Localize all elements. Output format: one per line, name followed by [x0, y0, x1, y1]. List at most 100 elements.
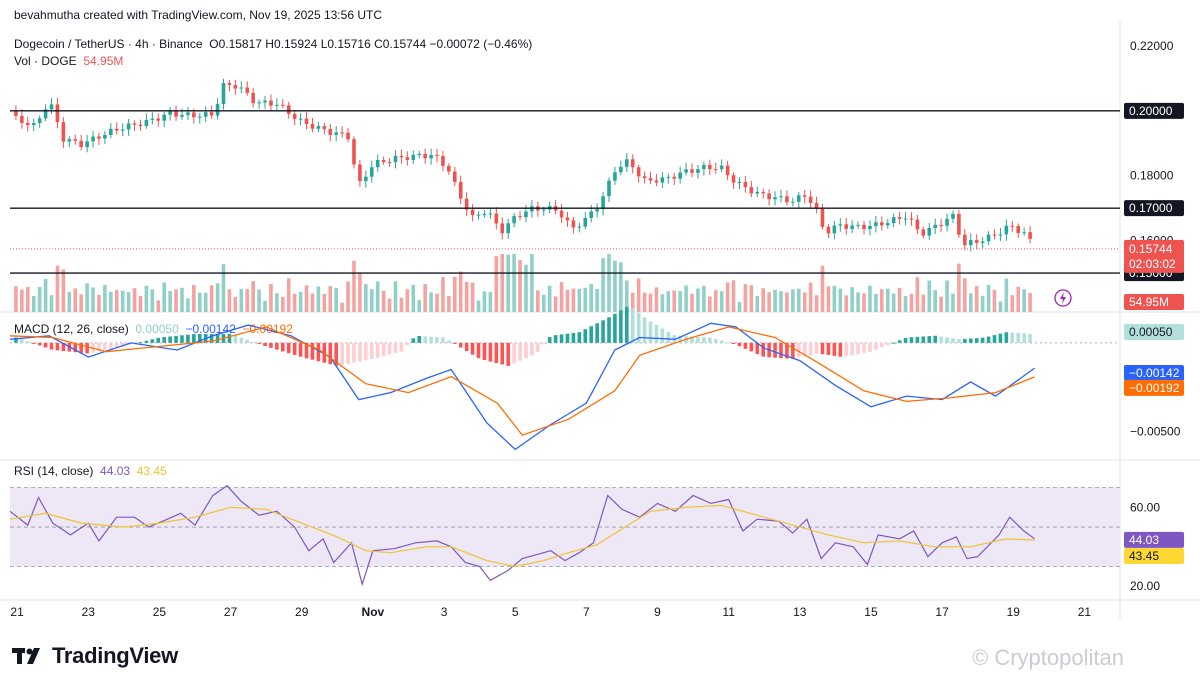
volume-bar	[880, 289, 884, 312]
macd-histogram-bar	[512, 342, 516, 364]
volume-bar	[423, 284, 427, 312]
macd-histogram-bar	[369, 342, 374, 360]
candle	[992, 234, 997, 236]
candle	[369, 167, 374, 177]
macd-histogram-bar	[980, 337, 985, 343]
macd-histogram-bar	[577, 332, 582, 343]
volume-bar	[1016, 286, 1021, 312]
ohlc-low: L0.15716	[320, 37, 371, 51]
macd-histogram-bar	[411, 338, 416, 343]
time-tick-label: 29	[295, 605, 309, 619]
volume-bar	[933, 290, 937, 312]
macd-histogram-bar	[850, 342, 854, 356]
volume-bar	[310, 293, 315, 312]
volume-bar	[405, 289, 410, 312]
macd-histogram-bar	[731, 342, 736, 344]
volume-bar	[885, 288, 890, 312]
candle	[939, 224, 943, 226]
tradingview-logo-icon	[12, 648, 40, 664]
candle	[684, 169, 688, 173]
candle	[844, 224, 849, 229]
candle	[43, 109, 48, 119]
rsi-ma-value: 43.45	[136, 464, 167, 478]
macd-histogram-bar	[464, 342, 469, 352]
volume-bar	[458, 271, 463, 312]
macd-histogram-bar	[482, 342, 487, 361]
tradingview-logo[interactable]: TradingView	[12, 643, 178, 669]
candle	[755, 192, 760, 194]
time-tick-label: 27	[224, 605, 238, 619]
macd-histogram-bar	[791, 342, 795, 359]
macd-histogram-bar	[939, 336, 943, 343]
candle	[713, 169, 718, 171]
rsi-title[interactable]: RSI (14, close)	[14, 464, 94, 478]
volume-bar	[856, 292, 860, 312]
candle	[933, 224, 937, 228]
candle	[257, 102, 261, 104]
candle	[375, 160, 380, 168]
volume-bar	[174, 289, 178, 312]
macd-histogram-bar	[903, 337, 908, 343]
candle	[642, 176, 647, 179]
symbol-title[interactable]: Dogecoin / TetherUS · 4h · Binance	[14, 37, 203, 51]
macd-histogram-bar	[796, 342, 801, 358]
candle	[785, 196, 789, 203]
macd-histogram-bar	[328, 342, 333, 365]
last-price-label: 0.15744	[1129, 242, 1173, 256]
candle	[619, 166, 623, 173]
candle	[292, 113, 297, 119]
macd-histogram-bar	[441, 337, 445, 343]
candle	[1010, 225, 1015, 227]
macd-histogram-bar	[298, 342, 303, 357]
volume-bar	[577, 288, 582, 312]
volume-bar	[120, 290, 125, 312]
candle	[518, 216, 522, 218]
volume-bar	[298, 291, 303, 312]
candle	[310, 123, 315, 129]
candle	[464, 198, 469, 210]
candle	[850, 225, 854, 229]
volume-bar	[874, 293, 878, 312]
macd-histogram-bar	[844, 342, 849, 357]
candle	[974, 240, 979, 243]
time-tick-label: 17	[935, 605, 949, 619]
candle	[494, 213, 499, 224]
candle	[103, 135, 107, 139]
chart-canvas[interactable]: 0.220000.180000.160000.140000.200000.170…	[0, 0, 1200, 640]
volume-bar	[197, 292, 202, 312]
volume-bar	[488, 292, 493, 312]
candle	[737, 182, 742, 184]
macd-histogram-bar	[168, 336, 172, 343]
volume-bar	[850, 287, 854, 312]
volume-bar	[103, 285, 107, 312]
volume-bar	[921, 294, 926, 312]
macd-histogram-bar	[779, 342, 783, 359]
macd-histogram-bar	[506, 342, 510, 366]
candle	[364, 176, 368, 182]
volume-bar	[1028, 292, 1032, 312]
candle	[880, 222, 884, 226]
candle	[506, 223, 510, 234]
macd-histogram-bar	[340, 342, 344, 365]
volume-bar	[43, 279, 48, 312]
rsi-ma-line	[9, 504, 1035, 568]
volume-bar	[399, 297, 404, 312]
candle	[298, 118, 303, 120]
volume-bar	[802, 292, 807, 312]
macd-title[interactable]: MACD (12, 26, close)	[14, 322, 129, 336]
volume-bar	[891, 293, 896, 312]
candle	[690, 169, 694, 173]
volume-bar	[494, 256, 499, 312]
volume-label[interactable]: Vol · DOGE	[14, 54, 77, 68]
tradingview-logo-text: TradingView	[52, 643, 178, 668]
volume-axis-label: 54.95M	[1129, 295, 1169, 309]
volume-bar	[808, 282, 813, 312]
macd-histogram-bar	[43, 342, 48, 348]
volume-bar	[814, 295, 819, 312]
macd-histogram-bar	[636, 312, 641, 343]
candle	[951, 213, 955, 219]
candle	[132, 123, 137, 125]
volume-bar	[939, 296, 943, 312]
last-price-badge	[1124, 239, 1184, 273]
candle	[447, 165, 451, 172]
